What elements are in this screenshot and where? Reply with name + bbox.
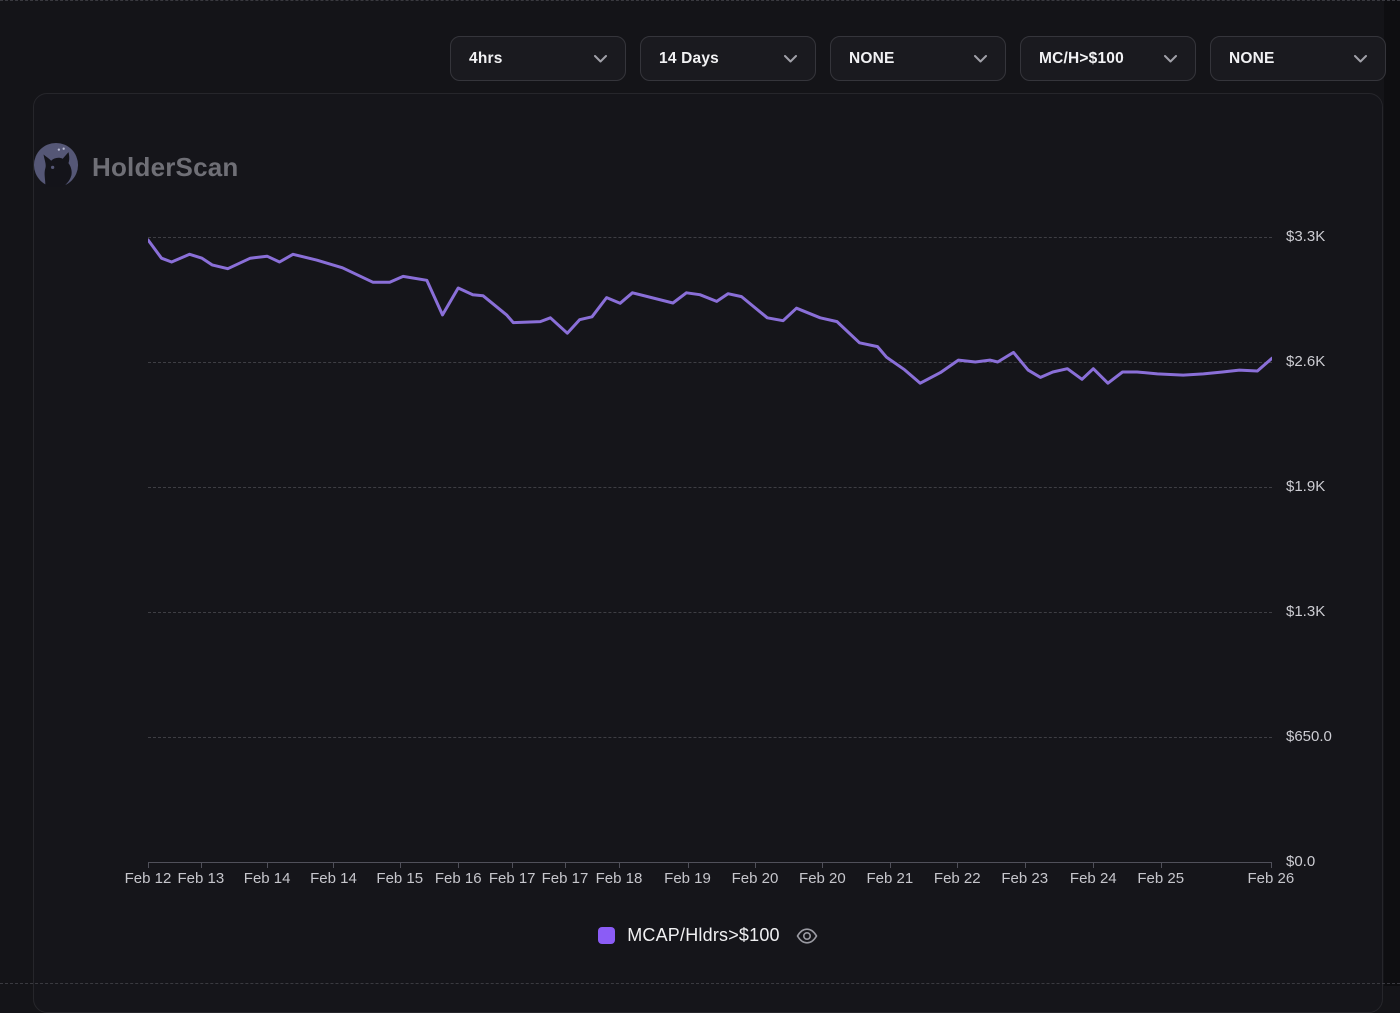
chevron-down-icon xyxy=(1164,54,1177,63)
x-axis-tick xyxy=(267,862,269,868)
x-axis-tick xyxy=(200,862,202,868)
gridline xyxy=(148,487,1272,488)
x-axis-tick xyxy=(333,862,335,868)
x-axis-tick-label: Feb 15 xyxy=(376,870,424,887)
x-axis-tick-label: Feb 14 xyxy=(243,870,291,887)
dropdown-metric-1[interactable]: NONE xyxy=(830,36,1006,81)
x-axis-tick-label: Feb 17 xyxy=(541,870,589,887)
x-axis-tick xyxy=(1024,862,1026,868)
x-axis-tick xyxy=(957,862,959,868)
dropdown-metric-3[interactable]: NONE xyxy=(1210,36,1386,81)
y-axis-tick-label: $650.0 xyxy=(1286,728,1332,745)
dropdown-metric-1-value: NONE xyxy=(849,49,895,67)
x-axis-tick-label: Feb 24 xyxy=(1069,870,1117,887)
dropdown-timeframe-value: 4hrs xyxy=(469,49,503,67)
chart-line-series xyxy=(148,238,1272,385)
y-axis-tick-label: $1.3K xyxy=(1286,603,1326,620)
chart-x-axis-line xyxy=(148,862,1272,863)
x-axis-tick xyxy=(1270,862,1272,868)
legend-row: MCAP/Hldrs>$100 xyxy=(33,925,1383,946)
dropdown-metric-2[interactable]: MC/H>$100 xyxy=(1020,36,1196,81)
right-gutter xyxy=(1384,0,1400,986)
page-top-divider xyxy=(0,0,1400,1)
gridline xyxy=(148,362,1272,363)
x-axis-tick xyxy=(1093,862,1095,868)
y-axis-tick-label: $3.3K xyxy=(1286,228,1326,245)
x-axis-tick xyxy=(1160,862,1162,868)
holderscan-logo-icon xyxy=(33,142,79,193)
x-axis-tick-label: Feb 20 xyxy=(799,870,846,887)
chevron-down-icon xyxy=(1354,54,1367,63)
x-axis-tick-label: Feb 26 xyxy=(1247,870,1295,887)
gridline xyxy=(148,737,1272,738)
x-axis-tick-label: Feb 20 xyxy=(731,870,779,887)
y-axis-tick-label: $2.6K xyxy=(1286,353,1326,370)
dropdown-range[interactable]: 14 Days xyxy=(640,36,816,81)
x-axis-tick-label: Feb 25 xyxy=(1137,870,1185,887)
chevron-down-icon xyxy=(594,54,607,63)
x-axis-tick xyxy=(399,862,401,868)
gridline xyxy=(148,612,1272,613)
x-axis-tick xyxy=(618,862,620,868)
x-axis-tick xyxy=(565,862,566,868)
y-axis-tick-label: $0.0 xyxy=(1286,853,1316,870)
dropdown-metric-2-value: MC/H>$100 xyxy=(1039,49,1124,67)
brand: HolderScan xyxy=(33,142,239,193)
dropdown-metric-3-value: NONE xyxy=(1229,49,1275,67)
x-axis-tick xyxy=(687,862,689,868)
chart-plot xyxy=(148,238,1272,385)
filter-bar: 4hrs 14 Days NONE MC/H>$100 NONE xyxy=(0,36,1386,81)
brand-name: HolderScan xyxy=(92,152,239,182)
legend-label: MCAP/Hldrs>$100 xyxy=(627,925,780,945)
y-axis-tick-label: $1.9K xyxy=(1286,478,1326,495)
chart-card xyxy=(33,93,1383,1013)
x-axis-tick-label: Feb 13 xyxy=(177,870,225,887)
x-axis-tick xyxy=(458,862,460,868)
gridline xyxy=(148,237,1272,238)
x-axis-tick-label: Feb 19 xyxy=(664,870,711,887)
x-axis-tick xyxy=(512,862,514,868)
x-axis-tick-label: Feb 21 xyxy=(866,870,914,887)
legend-item[interactable]: MCAP/Hldrs>$100 xyxy=(598,925,818,946)
x-axis-tick xyxy=(822,862,824,868)
dropdown-timeframe[interactable]: 4hrs xyxy=(450,36,626,81)
x-axis-tick xyxy=(754,862,756,868)
chevron-down-icon xyxy=(974,54,987,63)
dropdown-range-value: 14 Days xyxy=(659,49,720,67)
x-axis-tick-label: Feb 16 xyxy=(434,870,482,887)
x-axis-tick-label: Feb 22 xyxy=(933,870,981,887)
chevron-down-icon xyxy=(784,54,797,63)
x-axis-tick-label: Feb 18 xyxy=(595,870,643,887)
x-axis-tick-label: Feb 12 xyxy=(124,870,172,887)
x-axis-tick-label: Feb 17 xyxy=(488,870,536,887)
page-bottom-divider xyxy=(0,983,1400,984)
x-axis-tick xyxy=(889,862,891,868)
x-axis-tick xyxy=(148,862,149,868)
x-axis-tick-label: Feb 23 xyxy=(1001,870,1049,887)
eye-visibility-icon[interactable] xyxy=(796,927,818,944)
legend-color-swatch xyxy=(598,927,616,944)
x-axis-tick-label: Feb 14 xyxy=(310,870,357,887)
